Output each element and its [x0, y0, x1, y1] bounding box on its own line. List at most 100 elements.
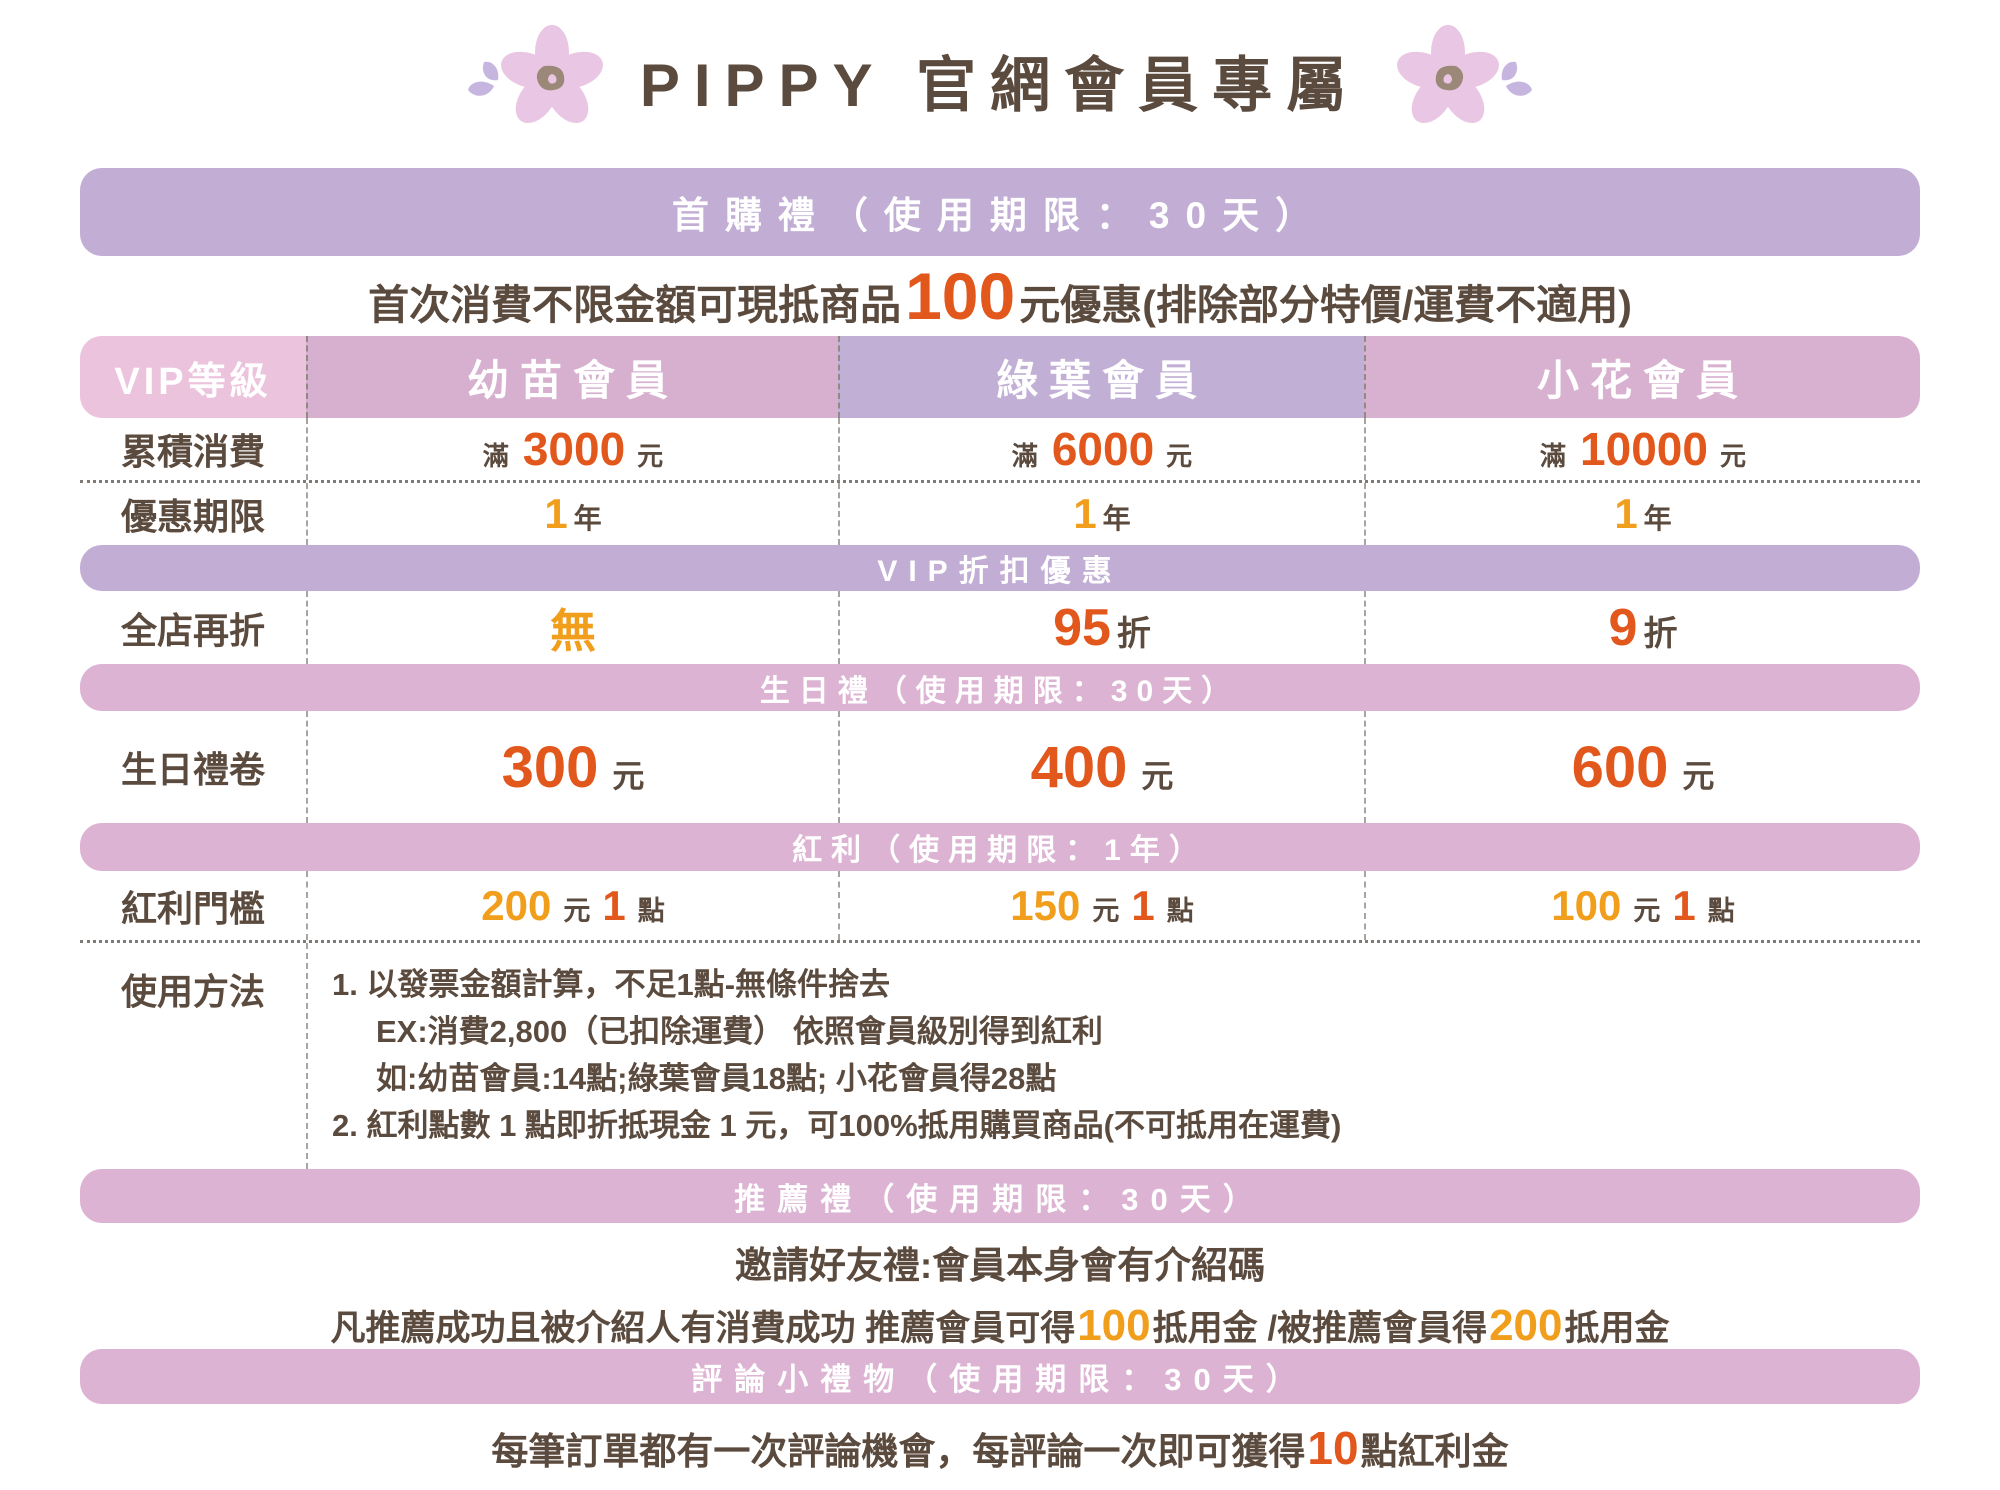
header-cell-tier-seedling: 幼苗會員: [306, 336, 838, 418]
banner-birthday-gift: 生日禮（使用期限：30天）: [80, 664, 1920, 711]
review-reward-text: 每筆訂單都有一次評論機會，每評論一次即可獲得10點紅利金: [0, 1404, 2000, 1490]
value-points: 1: [602, 881, 626, 929]
value-number: 1: [1614, 490, 1638, 537]
desc-amount: 100: [905, 259, 1016, 333]
referral-text-a: 凡推薦成功且被介紹人有消費成功 推薦會員可得: [330, 1308, 1076, 1348]
value-suffix: 年: [1102, 503, 1131, 534]
value-number: 3000: [522, 423, 626, 475]
value-number: 400: [1030, 734, 1128, 800]
review-text-a: 每筆訂單都有一次評論機會，每評論一次即可獲得: [491, 1430, 1306, 1472]
value-number: 10000: [1580, 423, 1708, 475]
cell-discount-seedling: 無: [306, 591, 838, 664]
usage-line-2: EX:消費2,800（已扣除運費） 依照會員級別得到紅利: [376, 1014, 1103, 1049]
value-suffix: 點: [1166, 895, 1194, 926]
cell-spend-greenleaf: 滿 6000 元: [838, 418, 1364, 480]
referral-invite-text: 邀請好友禮:會員本身會有介紹碼: [734, 1245, 1266, 1286]
value-suffix: 元: [637, 441, 664, 471]
header-cell-vip-level: VIP等級: [80, 336, 306, 418]
referral-text-c: 抵用金: [1564, 1308, 1670, 1348]
value-number: 150: [1010, 881, 1081, 929]
row-label: 累積消費: [120, 431, 265, 472]
referral-amount-1: 100: [1077, 1300, 1151, 1350]
cell-threshold-greenleaf: 150 元 1 點: [838, 871, 1364, 940]
flower-right-icon: [1397, 25, 1533, 124]
cell-discount-greenleaf: 95 折: [838, 591, 1364, 664]
cell-coupon-greenleaf: 400 元: [838, 711, 1364, 823]
value-number: 100: [1551, 881, 1622, 929]
value-suffix: 年: [573, 503, 602, 534]
banner-referral-gift: 推薦禮（使用期限：30天）: [80, 1169, 1920, 1223]
cell-spend-seedling: 滿 3000 元: [306, 418, 838, 480]
row-label: 紅利門檻: [120, 887, 265, 929]
referral-reward-text: 凡推薦成功且被介紹人有消費成功 推薦會員可得100抵用金 /被推薦會員得200抵…: [0, 1300, 2000, 1350]
desc-prefix: 首次消費不限金額可現抵商品: [368, 282, 902, 328]
usage-line-3: 如:幼苗會員:14點;綠葉會員18點; 小花會員得28點: [376, 1061, 1057, 1096]
value-points: 1: [1131, 881, 1155, 929]
value-points: 1: [1672, 881, 1696, 929]
value-suffix: 折: [1643, 614, 1678, 653]
cell-threshold-seedling: 200 元 1 點: [306, 871, 838, 940]
value-suffix: 元: [1719, 441, 1746, 471]
row-birthday-coupon: 生日禮卷 300 元 400 元 600 元: [80, 711, 1920, 823]
cell-threshold-flower: 100 元 1 點: [1364, 871, 1920, 940]
desc-suffix: 元優惠(排除部分特價/運費不適用): [1019, 282, 1632, 328]
value-suffix: 年: [1643, 503, 1672, 534]
row-label: 使用方法: [120, 971, 265, 1012]
value-suffix: 元: [1682, 757, 1715, 794]
flower-left-icon: [467, 25, 603, 124]
value-number: 無: [550, 604, 596, 657]
value-number: 300: [501, 734, 599, 800]
first-purchase-desc: 首次消費不限金額可現抵商品100元優惠(排除部分特價/運費不適用): [0, 256, 2000, 336]
row-bonus-threshold: 紅利門檻 200 元 1 點 150 元 1 點 100 元 1 點: [80, 871, 1920, 943]
value-number: 6000: [1051, 423, 1155, 475]
value-unit: 元: [1092, 895, 1120, 926]
page-title: PIPPY 官網會員專屬: [639, 51, 1361, 119]
value-prefix: 滿: [1540, 441, 1567, 471]
value-prefix: 滿: [482, 441, 509, 471]
row-cumulative-spend: 累積消費 滿 3000 元 滿 6000 元 滿 10000 元: [80, 418, 1920, 483]
usage-line-1: 1. 以發票金額計算，不足1點-無條件捨去: [332, 967, 891, 1002]
review-text-b: 點紅利金: [1360, 1430, 1509, 1472]
value-number: 95: [1053, 598, 1111, 657]
value-number: 9: [1608, 598, 1638, 657]
value-number: 1: [544, 490, 568, 537]
value-suffix: 元: [1166, 441, 1193, 471]
row-label: 優惠期限: [120, 496, 265, 537]
value-number: 200: [481, 881, 552, 929]
value-suffix: 折: [1116, 614, 1151, 653]
banner-review-gift: 評論小禮物（使用期限：30天）: [80, 1349, 1920, 1404]
value-suffix: 點: [1707, 895, 1735, 926]
banner-bonus-points: 紅利（使用期限：1年）: [80, 823, 1920, 871]
usage-instructions: 1. 以發票金額計算，不足1點-無條件捨去 EX:消費2,800（已扣除運費） …: [306, 943, 1920, 1169]
cell-spend-flower: 滿 10000 元: [1364, 418, 1920, 480]
value-unit: 元: [1633, 895, 1661, 926]
value-unit: 元: [563, 895, 591, 926]
value-prefix: 滿: [1011, 441, 1038, 471]
value-suffix: 元: [612, 757, 645, 794]
header-cell-tier-greenleaf: 綠葉會員: [838, 336, 1364, 418]
value-suffix: 元: [1141, 757, 1174, 794]
value-suffix: 點: [637, 895, 665, 926]
value-number: 1: [1073, 490, 1097, 537]
referral-text-b: 抵用金 /被推薦會員得: [1152, 1308, 1488, 1348]
row-label: 全店再折: [120, 609, 265, 651]
cell-coupon-seedling: 300 元: [306, 711, 838, 823]
row-label: 生日禮卷: [120, 749, 265, 790]
cell-coupon-flower: 600 元: [1364, 711, 1920, 823]
review-points: 10: [1307, 1421, 1359, 1474]
title-row: PIPPY 官網會員專屬: [0, 20, 2000, 140]
row-usage-method: 使用方法 1. 以發票金額計算，不足1點-無條件捨去 EX:消費2,800（已扣…: [80, 943, 1920, 1169]
header-cell-tier-flower: 小花會員: [1364, 336, 1920, 418]
usage-line-4: 2. 紅利點數 1 點即折抵現金 1 元，可100%抵用購買商品(不可抵用在運費…: [332, 1108, 1342, 1143]
referral-amount-2: 200: [1489, 1300, 1563, 1350]
banner-vip-discount: VIP折扣優惠: [80, 545, 1920, 591]
vip-table-header: VIP等級 幼苗會員 綠葉會員 小花會員: [80, 336, 1920, 418]
value-number: 600: [1571, 734, 1669, 800]
